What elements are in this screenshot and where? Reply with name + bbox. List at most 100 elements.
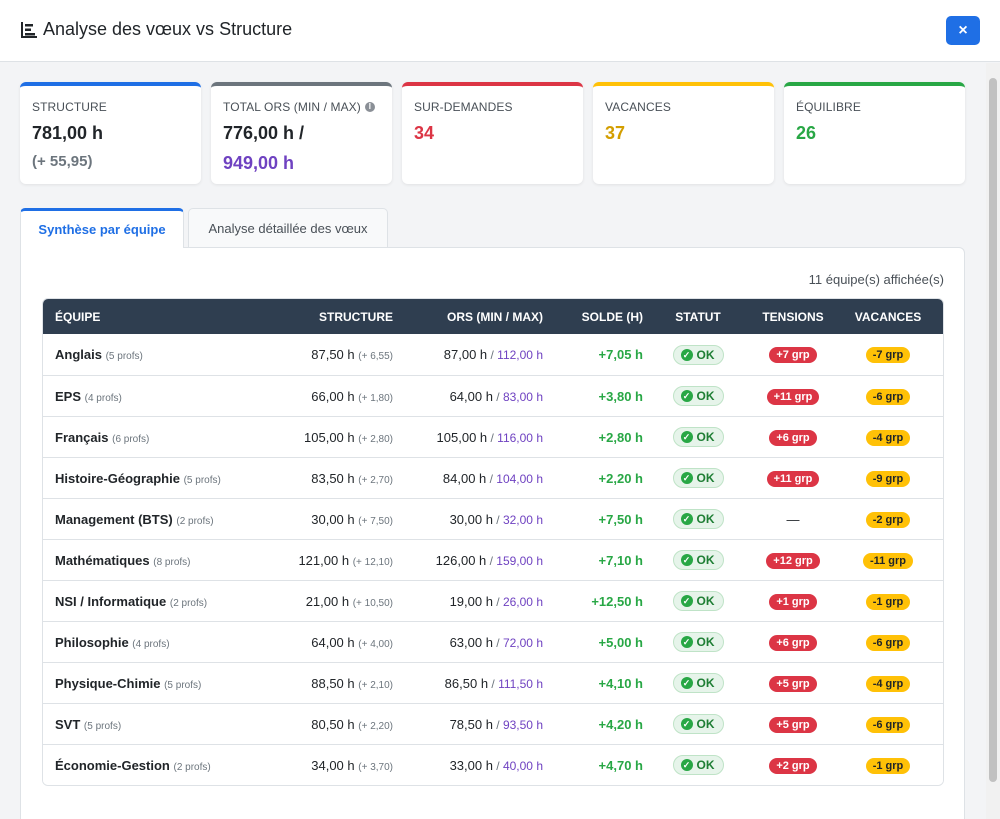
- check-circle-icon: ✓: [680, 431, 693, 443]
- card-label: TOTAL ORS (MIN / MAX) i: [223, 100, 380, 114]
- cell-ors: 87,00 h / 112,00 h: [393, 347, 543, 362]
- solde-value: +7,10 h: [598, 552, 643, 568]
- vacances-badge: -6 grp: [865, 716, 911, 733]
- check-circle-icon: ✓: [680, 390, 693, 402]
- table-row[interactable]: Mathématiques (8 profs) 121,00 h (+ 12,10…: [43, 539, 943, 580]
- vacances-badge: -4 grp: [865, 675, 911, 692]
- close-button[interactable]: ×: [946, 16, 980, 45]
- structure-delta: (+ 3,70): [358, 761, 393, 773]
- cell-solde: +3,80 h: [543, 389, 643, 404]
- team-name: Français: [55, 429, 109, 445]
- cell-vacances: -6 grp: [833, 634, 943, 651]
- check-circle-icon: ✓: [680, 595, 693, 607]
- team-profs: (5 profs): [105, 351, 143, 362]
- vacances-badge: -9 grp: [865, 470, 911, 487]
- ors-separator: /: [488, 676, 499, 691]
- vacances-badge: -1 grp: [865, 757, 911, 774]
- cell-tensions: +11 grp: [753, 388, 833, 405]
- tensions-badge: +12 grp: [766, 552, 820, 569]
- card-value: 776,00 h /: [223, 123, 305, 143]
- status-text: OK: [696, 594, 715, 608]
- cell-solde: +2,20 h: [543, 471, 643, 486]
- tensions-badge: +6 grp: [769, 634, 817, 651]
- cell-structure: 66,00 h (+ 1,80): [273, 389, 393, 404]
- cell-equipe: NSI / Informatique (2 profs): [43, 594, 273, 609]
- cell-tensions: +2 grp: [753, 757, 833, 774]
- col-ors[interactable]: ORS (MIN / MAX): [447, 309, 543, 324]
- cell-equipe: Économie-Gestion (2 profs): [43, 758, 273, 773]
- tensions-badge: +11 grp: [766, 388, 820, 405]
- table-row[interactable]: SVT (5 profs) 80,50 h (+ 2,20) 78,50 h / 9…: [43, 703, 943, 744]
- ors-min: 86,50 h: [444, 675, 489, 691]
- tab-synthese[interactable]: Synthèse par équipe: [20, 208, 184, 248]
- col-structure[interactable]: STRUCTURE: [319, 309, 393, 324]
- col-equipe[interactable]: ÉQUIPE: [55, 309, 101, 324]
- ors-separator: /: [492, 635, 503, 650]
- ors-max: 32,00 h: [502, 512, 543, 527]
- structure-delta: (+ 2,70): [358, 474, 393, 486]
- table-row[interactable]: Philosophie (4 profs) 64,00 h (+ 4,00) 63,…: [43, 621, 943, 662]
- col-vacances[interactable]: VACANCES: [854, 309, 922, 324]
- bar-chart-icon: [21, 21, 37, 38]
- cell-solde: +4,20 h: [543, 717, 643, 732]
- tab-analyse-detaillee[interactable]: Analyse détaillée des vœux: [188, 208, 388, 248]
- structure-value: 87,50 h: [311, 347, 355, 362]
- structure-delta: (+ 6,55): [358, 351, 393, 362]
- cell-statut: ✓ OK: [643, 344, 753, 365]
- cell-vacances: -11 grp: [833, 552, 943, 569]
- solde-value: +12,50 h: [591, 593, 643, 609]
- cell-equipe: EPS (4 profs): [43, 389, 273, 404]
- table-row[interactable]: NSI / Informatique (2 profs) 21,00 h (+ 1…: [43, 580, 943, 621]
- check-circle-icon: ✓: [680, 472, 693, 484]
- cell-solde: +7,10 h: [543, 553, 643, 568]
- table-row[interactable]: Anglais (5 profs) 87,50 h (+ 6,55) 87,00 h…: [43, 334, 943, 375]
- table-row[interactable]: Histoire-Géographie (5 profs) 83,50 h (+ …: [43, 457, 943, 498]
- col-statut[interactable]: STATUT: [675, 309, 721, 324]
- cell-structure: 30,00 h (+ 7,50): [273, 512, 393, 527]
- scrollbar-thumb[interactable]: [989, 78, 997, 782]
- status-badge: ✓ OK: [672, 427, 724, 447]
- ors-separator: /: [492, 717, 503, 732]
- solde-value: +4,20 h: [598, 716, 643, 732]
- cell-tensions: +1 grp: [753, 593, 833, 610]
- cell-vacances: -9 grp: [833, 470, 943, 487]
- team-name: Mathématiques: [55, 552, 150, 568]
- ors-separator: /: [492, 594, 503, 609]
- card-sub: (+ 55,95): [32, 153, 93, 170]
- card-value: 34: [414, 123, 435, 143]
- modal-header: Analyse des vœux vs Structure ×: [0, 0, 1000, 62]
- team-profs: (4 profs): [132, 638, 170, 650]
- col-solde[interactable]: SOLDE (H): [581, 309, 643, 324]
- table-row[interactable]: Management (BTS) (2 profs) 30,00 h (+ 7,5…: [43, 498, 943, 539]
- status-badge: ✓ OK: [672, 468, 724, 488]
- card-equilibre: ÉQUILIBRE 26: [784, 82, 965, 184]
- cell-equipe: Physique-Chimie (5 profs): [43, 676, 273, 691]
- vacances-badge: -6 grp: [865, 388, 911, 405]
- cell-equipe: Français (6 profs): [43, 430, 273, 445]
- cell-statut: ✓ OK: [643, 386, 753, 406]
- cell-solde: +2,80 h: [543, 430, 643, 445]
- cell-ors: 78,50 h / 93,50 h: [393, 717, 543, 732]
- cell-structure: 21,00 h (+ 10,50): [273, 594, 393, 609]
- team-count: 11 équipe(s) affichée(s): [808, 272, 944, 287]
- ors-separator: /: [492, 389, 503, 404]
- check-circle-icon: ✓: [680, 718, 693, 730]
- table-row[interactable]: EPS (4 profs) 66,00 h (+ 1,80) 64,00 h / 8…: [43, 375, 943, 416]
- ors-min: 63,00 h: [449, 634, 493, 650]
- col-tensions[interactable]: TENSIONS: [762, 309, 824, 324]
- ors-separator: /: [486, 471, 497, 486]
- table-row[interactable]: Économie-Gestion (2 profs) 34,00 h (+ 3,7…: [43, 744, 943, 785]
- structure-delta: (+ 7,50): [358, 515, 393, 527]
- cell-equipe: Histoire-Géographie (5 profs): [43, 471, 273, 486]
- cell-structure: 87,50 h (+ 6,55): [273, 347, 393, 362]
- tensions-badge: +11 grp: [766, 470, 820, 487]
- info-icon[interactable]: i: [364, 102, 375, 112]
- tab-panel: 11 équipe(s) affichée(s) ÉQUIPE STRUCTUR…: [20, 247, 965, 819]
- table-body: Anglais (5 profs) 87,50 h (+ 6,55) 87,00 h…: [43, 334, 943, 785]
- table-row[interactable]: Physique-Chimie (5 profs) 88,50 h (+ 2,10…: [43, 662, 943, 703]
- solde-value: +4,10 h: [598, 675, 643, 691]
- team-name: Histoire-Géographie: [55, 470, 180, 486]
- team-name: Management (BTS): [55, 511, 173, 527]
- table-row[interactable]: Français (6 profs) 105,00 h (+ 2,80) 105,0…: [43, 416, 943, 457]
- structure-delta: (+ 2,10): [358, 679, 393, 691]
